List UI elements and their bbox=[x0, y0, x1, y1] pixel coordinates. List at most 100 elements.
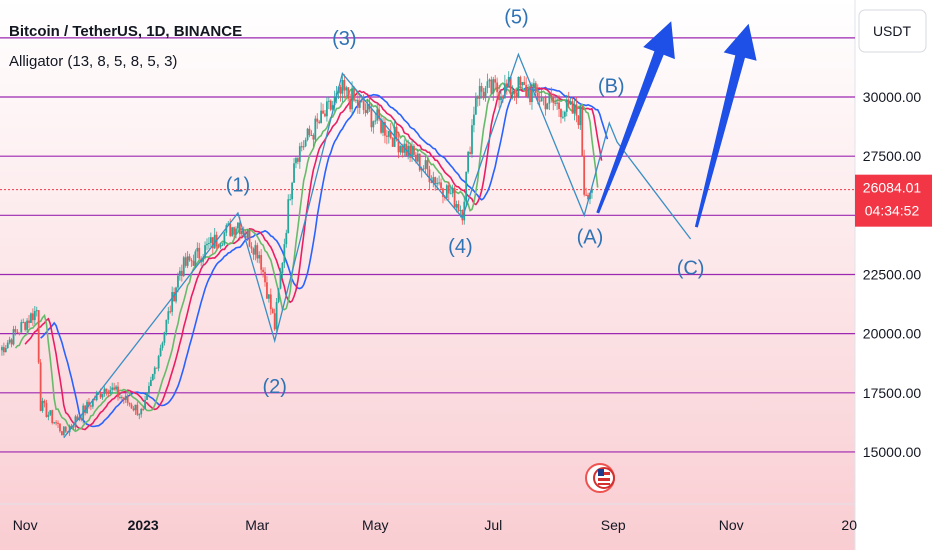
candle-body bbox=[192, 260, 195, 266]
event-flag-icon[interactable] bbox=[585, 463, 615, 493]
candle-body bbox=[436, 182, 439, 185]
candle-body bbox=[374, 120, 377, 122]
price-tick-label: 17500.00 bbox=[863, 385, 922, 401]
time-axis-ticks: Nov 2023 Mar May Jul Sep Nov 20 bbox=[13, 517, 857, 533]
candle-body bbox=[267, 294, 270, 299]
candle-body bbox=[457, 204, 460, 211]
time-tick-label: 20 bbox=[841, 517, 857, 533]
candle-body bbox=[399, 146, 402, 153]
candle-body bbox=[206, 243, 208, 246]
candle-body bbox=[111, 387, 114, 390]
candle-body bbox=[295, 158, 297, 164]
candle-body bbox=[115, 386, 117, 390]
candle-body bbox=[80, 417, 83, 420]
price-tick-label: 22500.00 bbox=[863, 266, 922, 282]
price-tick-label: 15000.00 bbox=[863, 444, 922, 460]
candle-body bbox=[47, 414, 50, 417]
candle-body bbox=[16, 331, 19, 333]
candle-body bbox=[95, 392, 98, 401]
candle-body bbox=[387, 131, 390, 137]
candle-body bbox=[155, 367, 158, 369]
candle-body bbox=[527, 89, 529, 97]
candle-body bbox=[366, 103, 369, 114]
candle-body bbox=[418, 153, 421, 171]
candle-body bbox=[163, 332, 166, 343]
candle-body bbox=[550, 93, 553, 97]
candle-body bbox=[469, 151, 471, 154]
candle-body bbox=[262, 269, 264, 272]
candle-body bbox=[302, 146, 305, 148]
candle-body bbox=[148, 386, 150, 393]
candle-body bbox=[254, 245, 257, 255]
candle-body bbox=[355, 99, 357, 101]
candle-body bbox=[208, 242, 210, 244]
candle-body bbox=[389, 131, 392, 139]
candle-body bbox=[480, 86, 483, 92]
candle-body bbox=[291, 182, 293, 200]
price-tick-label: 30000.00 bbox=[863, 89, 922, 105]
price-axis-background bbox=[855, 0, 932, 550]
candle-body bbox=[70, 425, 73, 427]
candle-body bbox=[273, 313, 276, 330]
candle-body bbox=[144, 399, 146, 410]
candle-body bbox=[331, 105, 334, 110]
candle-body bbox=[447, 185, 450, 194]
candle-body bbox=[113, 387, 116, 390]
candle-body bbox=[88, 401, 90, 406]
candle-body bbox=[478, 86, 481, 99]
currency-button[interactable] bbox=[858, 9, 927, 53]
candle-body bbox=[45, 402, 48, 417]
candle-body bbox=[414, 154, 417, 162]
indicator-label[interactable]: Alligator (13, 8, 5, 8, 5, 3) bbox=[9, 53, 177, 70]
candle-body bbox=[320, 110, 323, 123]
candle-body bbox=[231, 227, 234, 236]
candle-body bbox=[300, 146, 303, 148]
candle-body bbox=[227, 223, 230, 226]
candle-body bbox=[53, 422, 56, 424]
candle-body bbox=[119, 397, 121, 399]
candle-body bbox=[51, 410, 54, 424]
bar-countdown: 04:34:52 bbox=[865, 203, 920, 219]
time-tick-label: Nov bbox=[719, 517, 744, 533]
candle-body bbox=[285, 232, 288, 245]
candle-body bbox=[190, 260, 193, 262]
candle-body bbox=[298, 146, 301, 162]
candle-body bbox=[409, 145, 411, 158]
candle-body bbox=[542, 96, 545, 98]
candle-body bbox=[416, 153, 419, 162]
candle-body bbox=[61, 431, 63, 435]
candle-body bbox=[41, 400, 44, 411]
wave-labels: (1) (2) (3) (4) (5) (A) (B) (C) bbox=[226, 7, 705, 398]
candle-body bbox=[432, 177, 435, 183]
candle-body bbox=[382, 121, 384, 133]
wave-label: (2) bbox=[262, 376, 286, 398]
wave-label: (4) bbox=[448, 236, 472, 258]
candle-body bbox=[513, 91, 516, 93]
candle-body bbox=[117, 386, 119, 398]
candle-body bbox=[238, 222, 241, 235]
candle-body bbox=[175, 287, 177, 302]
time-tick-label: Sep bbox=[601, 517, 626, 533]
candle-body bbox=[151, 373, 154, 381]
candle-body bbox=[556, 102, 559, 104]
candle-body bbox=[509, 76, 512, 95]
candle-body bbox=[233, 227, 235, 235]
candle-body bbox=[250, 246, 253, 249]
candle-body bbox=[30, 313, 32, 323]
candle-body bbox=[461, 210, 464, 221]
candle-body bbox=[256, 245, 259, 259]
candle-body bbox=[473, 114, 475, 126]
candle-body bbox=[157, 356, 160, 369]
candle-body bbox=[269, 294, 272, 310]
candle-body bbox=[18, 332, 21, 334]
price-tick-label: 20000.00 bbox=[863, 326, 922, 342]
candle-body bbox=[209, 237, 212, 243]
time-tick-label: Jul bbox=[484, 517, 502, 533]
wave-label: (B) bbox=[598, 75, 625, 97]
candle-body bbox=[198, 247, 201, 259]
candle-body bbox=[385, 135, 388, 137]
candle-body bbox=[521, 82, 524, 86]
candle-body bbox=[312, 135, 315, 140]
candle-body bbox=[563, 111, 566, 117]
